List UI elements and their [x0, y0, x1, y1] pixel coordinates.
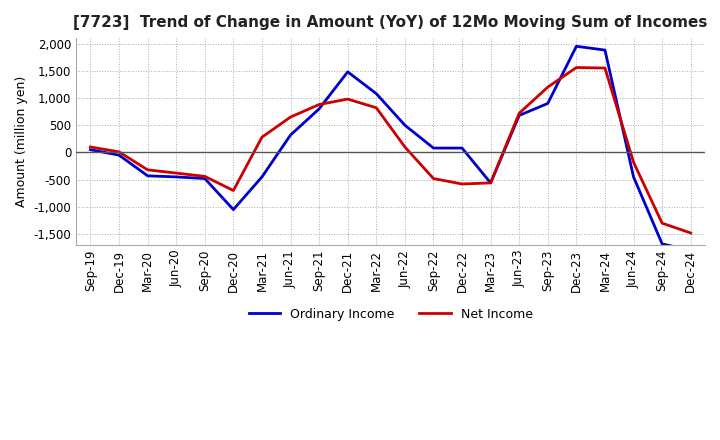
Ordinary Income: [400, 123, 409, 128]
Ordinary Income: [600, 48, 609, 53]
Ordinary Income: [658, 241, 667, 246]
Ordinary Income: [629, 174, 638, 180]
Legend: Ordinary Income, Net Income: Ordinary Income, Net Income: [243, 303, 538, 326]
Ordinary Income: [287, 132, 295, 138]
Net Income: [429, 176, 438, 181]
Net Income: [400, 144, 409, 150]
Ordinary Income: [686, 248, 695, 253]
Net Income: [114, 149, 123, 154]
Line: Net Income: Net Income: [91, 67, 690, 233]
Ordinary Income: [372, 91, 381, 96]
Ordinary Income: [515, 113, 523, 118]
Net Income: [172, 170, 181, 176]
Net Income: [486, 180, 495, 186]
Title: [7723]  Trend of Change in Amount (YoY) of 12Mo Moving Sum of Incomes: [7723] Trend of Change in Amount (YoY) o…: [73, 15, 708, 30]
Ordinary Income: [143, 173, 152, 179]
Net Income: [200, 174, 209, 179]
Net Income: [143, 167, 152, 172]
Ordinary Income: [315, 106, 323, 111]
Net Income: [287, 114, 295, 120]
Net Income: [658, 220, 667, 226]
Net Income: [315, 102, 323, 107]
Ordinary Income: [544, 101, 552, 106]
Ordinary Income: [458, 146, 467, 151]
Y-axis label: Amount (million yen): Amount (million yen): [15, 76, 28, 207]
Ordinary Income: [114, 153, 123, 158]
Ordinary Income: [343, 69, 352, 74]
Ordinary Income: [229, 207, 238, 212]
Net Income: [229, 188, 238, 193]
Net Income: [458, 181, 467, 187]
Net Income: [600, 66, 609, 71]
Ordinary Income: [572, 44, 581, 49]
Net Income: [544, 84, 552, 90]
Net Income: [372, 105, 381, 110]
Ordinary Income: [429, 146, 438, 151]
Net Income: [686, 230, 695, 235]
Ordinary Income: [200, 176, 209, 181]
Line: Ordinary Income: Ordinary Income: [91, 46, 690, 250]
Net Income: [572, 65, 581, 70]
Net Income: [515, 110, 523, 116]
Net Income: [258, 135, 266, 140]
Ordinary Income: [172, 174, 181, 180]
Ordinary Income: [86, 147, 95, 152]
Net Income: [343, 96, 352, 102]
Net Income: [86, 144, 95, 150]
Ordinary Income: [486, 180, 495, 186]
Ordinary Income: [258, 174, 266, 180]
Net Income: [629, 160, 638, 165]
